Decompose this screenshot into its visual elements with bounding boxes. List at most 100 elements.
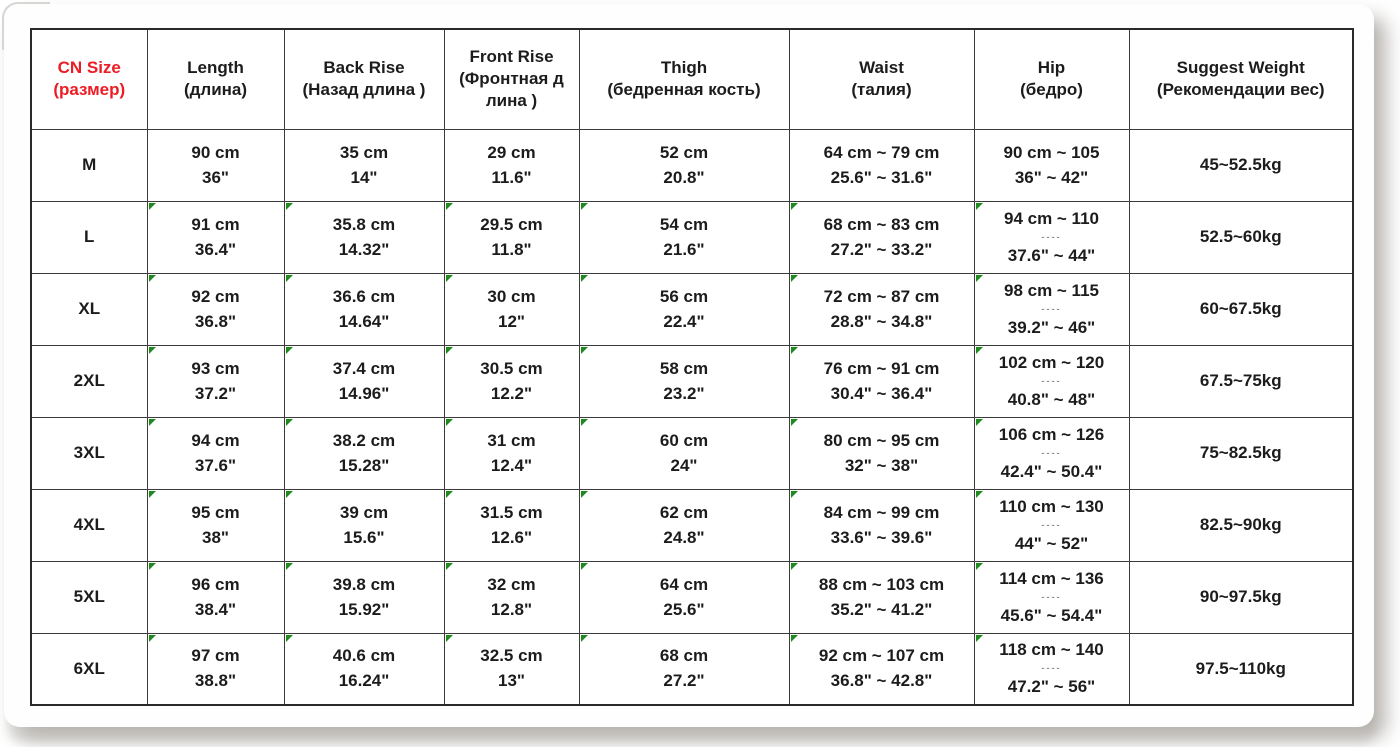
cell-5XL-cn-size: 5XL xyxy=(30,560,148,634)
cell-3XL-front-rise: 31 cm 12.4" xyxy=(443,416,580,490)
cell-value-line: 21.6" xyxy=(663,239,705,259)
table-row-XL: XL 92 cm 36.8" 36.6 cm 14.64" 30 cm 12" 56 cm 22… xyxy=(30,272,1354,346)
cell-value-line: 12.4" xyxy=(490,455,533,475)
cell-value-line: 30.5 cm xyxy=(480,358,543,378)
table-row-3XL: 3XL 94 cm 37.6" 38.2 cm 15.28" 31 cm 12.4" 60 c… xyxy=(30,416,1354,490)
cell-value-line: 30 cm xyxy=(487,286,536,306)
cell-value-line: 37.2" xyxy=(194,383,237,403)
cell-value-line: 91 cm xyxy=(191,214,240,234)
cell-value-line: 12.2" xyxy=(490,383,533,403)
cell-value-line: 28.8" ~ 34.8" xyxy=(830,311,933,331)
cell-value-line: 102 cm ~ 120 xyxy=(998,352,1105,372)
cell-value-line: 92 cm ~ 107 cm xyxy=(818,646,945,666)
cell-value-line: 36.8" ~ 42.8" xyxy=(830,671,933,691)
cell-L-back-rise: 35.8 cm 14.32" xyxy=(283,200,445,274)
cell-L-thigh: 54 cm 21.6" xyxy=(578,200,790,274)
cell-value-line: 118 cm ~ 140 xyxy=(999,640,1104,660)
cell-value-line: 95 cm xyxy=(191,502,240,522)
cell-value-line: 16.24" xyxy=(338,671,390,691)
cell-value-line: 27.2" xyxy=(663,671,705,691)
cell-value-line: 36.8" xyxy=(194,311,237,331)
dash-separator: ---- xyxy=(1041,519,1062,530)
cell-value-line: 64 cm ~ 79 cm xyxy=(823,142,940,162)
cell-value-line: 14" xyxy=(350,167,378,187)
cell-value-line: 33.6" ~ 39.6" xyxy=(830,527,933,547)
header-label-en: Waist xyxy=(859,58,904,78)
cell-3XL-waist: 80 cm ~ 95 cm 32" ~ 38" xyxy=(788,416,975,490)
dash-separator: ---- xyxy=(1041,663,1062,674)
cell-3XL-thigh: 60 cm 24" xyxy=(578,416,790,490)
cell-6XL-hip: 118 cm ~ 140 ---- 47.2" ~ 56" xyxy=(973,632,1130,706)
cell-5XL-waist: 88 cm ~ 103 cm 35.2" ~ 41.2" xyxy=(788,560,975,634)
header-length: Length (длина) xyxy=(146,28,285,130)
cell-value-line: 84 cm ~ 99 cm xyxy=(823,502,940,522)
cell-M-thigh: 52 cm 20.8" xyxy=(578,128,790,202)
cell-XL-suggest-weight: 60~67.5kg xyxy=(1128,272,1354,346)
cell-value-line: 40.8" ~ 48" xyxy=(1007,389,1096,409)
cell-2XL-cn-size: 2XL xyxy=(30,344,148,418)
cell-value-line: 64 cm xyxy=(659,574,709,594)
dash-separator: ---- xyxy=(1041,591,1062,602)
table-row-5XL: 5XL 96 cm 38.4" 39.8 cm 15.92" 32 cm 12.8" 64 c… xyxy=(30,560,1354,634)
cell-value-line: 36" xyxy=(202,167,229,187)
cell-5XL-suggest-weight: 90~97.5kg xyxy=(1128,560,1354,634)
cell-value-line: 31.5 cm xyxy=(480,502,543,522)
cell-XL-thigh: 56 cm 22.4" xyxy=(578,272,790,346)
cell-2XL-length: 93 cm 37.2" xyxy=(146,344,285,418)
cell-2XL-back-rise: 37.4 cm 14.96" xyxy=(283,344,445,418)
cell-6XL-suggest-weight: 97.5~110kg xyxy=(1128,632,1354,706)
cell-value-line: 32.5 cm xyxy=(480,646,543,666)
cell-value-line: 37.4 cm xyxy=(332,358,396,378)
table-row-2XL: 2XL 93 cm 37.2" 37.4 cm 14.96" 30.5 cm 12.2" 58… xyxy=(30,344,1354,418)
cell-4XL-suggest-weight: 82.5~90kg xyxy=(1128,488,1354,562)
cell-value-line: 32" ~ 38" xyxy=(844,455,919,475)
header-back-rise: Back Rise (Назад длина ) xyxy=(283,28,445,130)
cell-M-hip: 90 cm ~ 105 36" ~ 42" xyxy=(973,128,1130,202)
cell-value-line: 32 cm xyxy=(487,574,536,594)
cell-value-line: 35.8 cm xyxy=(332,214,396,234)
header-front-rise: Front Rise (Фронтная д лина ) xyxy=(443,28,580,130)
cell-value-line: 14.32" xyxy=(338,239,390,259)
cell-XL-cn-size: XL xyxy=(30,272,148,346)
dash-separator: ---- xyxy=(1041,231,1062,242)
cell-value-line: 106 cm ~ 126 xyxy=(998,424,1105,444)
cell-value-line: 68 cm ~ 83 cm xyxy=(823,214,940,234)
cell-value-line: 25.6" ~ 31.6" xyxy=(830,167,933,187)
cell-value-line: 60~67.5kg xyxy=(1199,299,1282,318)
cell-value-line: 31 cm xyxy=(487,430,536,450)
cell-value-line: 29.5 cm xyxy=(480,214,543,234)
cell-value-line: 45~52.5kg xyxy=(1199,155,1282,174)
cell-6XL-length: 97 cm 38.8" xyxy=(146,632,285,706)
cell-value-line: 27.2" ~ 33.2" xyxy=(830,239,933,259)
cell-value-line: 42.4" ~ 50.4" xyxy=(1000,461,1103,481)
cell-value-line: 68 cm xyxy=(659,646,709,666)
cell-XL-front-rise: 30 cm 12" xyxy=(443,272,580,346)
cell-3XL-length: 94 cm 37.6" xyxy=(146,416,285,490)
cell-XL-hip: 98 cm ~ 115 ---- 39.2" ~ 46" xyxy=(973,272,1130,346)
cell-value-line: 38.4" xyxy=(194,599,237,619)
cell-value-line: 90 cm ~ 105 xyxy=(1003,142,1100,162)
cell-value-line: 110 cm ~ 130 xyxy=(999,496,1104,516)
cell-value-line: 76 cm ~ 91 cm xyxy=(823,358,940,378)
cell-6XL-back-rise: 40.6 cm 16.24" xyxy=(283,632,445,706)
cell-6XL-cn-size: 6XL xyxy=(30,632,148,706)
cell-value-line: 60 cm xyxy=(659,430,709,450)
cell-value-line: 44" ~ 52" xyxy=(1014,533,1089,553)
cell-value-line: 15.6" xyxy=(343,527,385,547)
cell-value-line: 13" xyxy=(498,671,525,691)
cell-M-front-rise: 29 cm 11.6" xyxy=(443,128,580,202)
cell-5XL-back-rise: 39.8 cm 15.92" xyxy=(283,560,445,634)
header-label-ru: (бедро) xyxy=(1020,80,1083,100)
cell-2XL-suggest-weight: 67.5~75kg xyxy=(1128,344,1354,418)
cell-value-line: 98 cm ~ 115 xyxy=(1003,280,1099,300)
cell-value-line: 37.6" ~ 44" xyxy=(1007,245,1096,265)
cell-L-front-rise: 29.5 cm 11.8" xyxy=(443,200,580,274)
cell-value-line: 92 cm xyxy=(191,286,240,306)
cell-value-line: 58 cm xyxy=(659,358,709,378)
cell-value-line: 47.2" ~ 56" xyxy=(1007,677,1096,697)
cell-value-line: 11.8" xyxy=(491,239,532,259)
header-label-en: Length xyxy=(187,58,244,78)
cell-M-length: 90 cm 36" xyxy=(146,128,285,202)
cell-value-line: 29 cm xyxy=(487,142,536,162)
cell-value-line: 52 cm xyxy=(659,142,709,162)
